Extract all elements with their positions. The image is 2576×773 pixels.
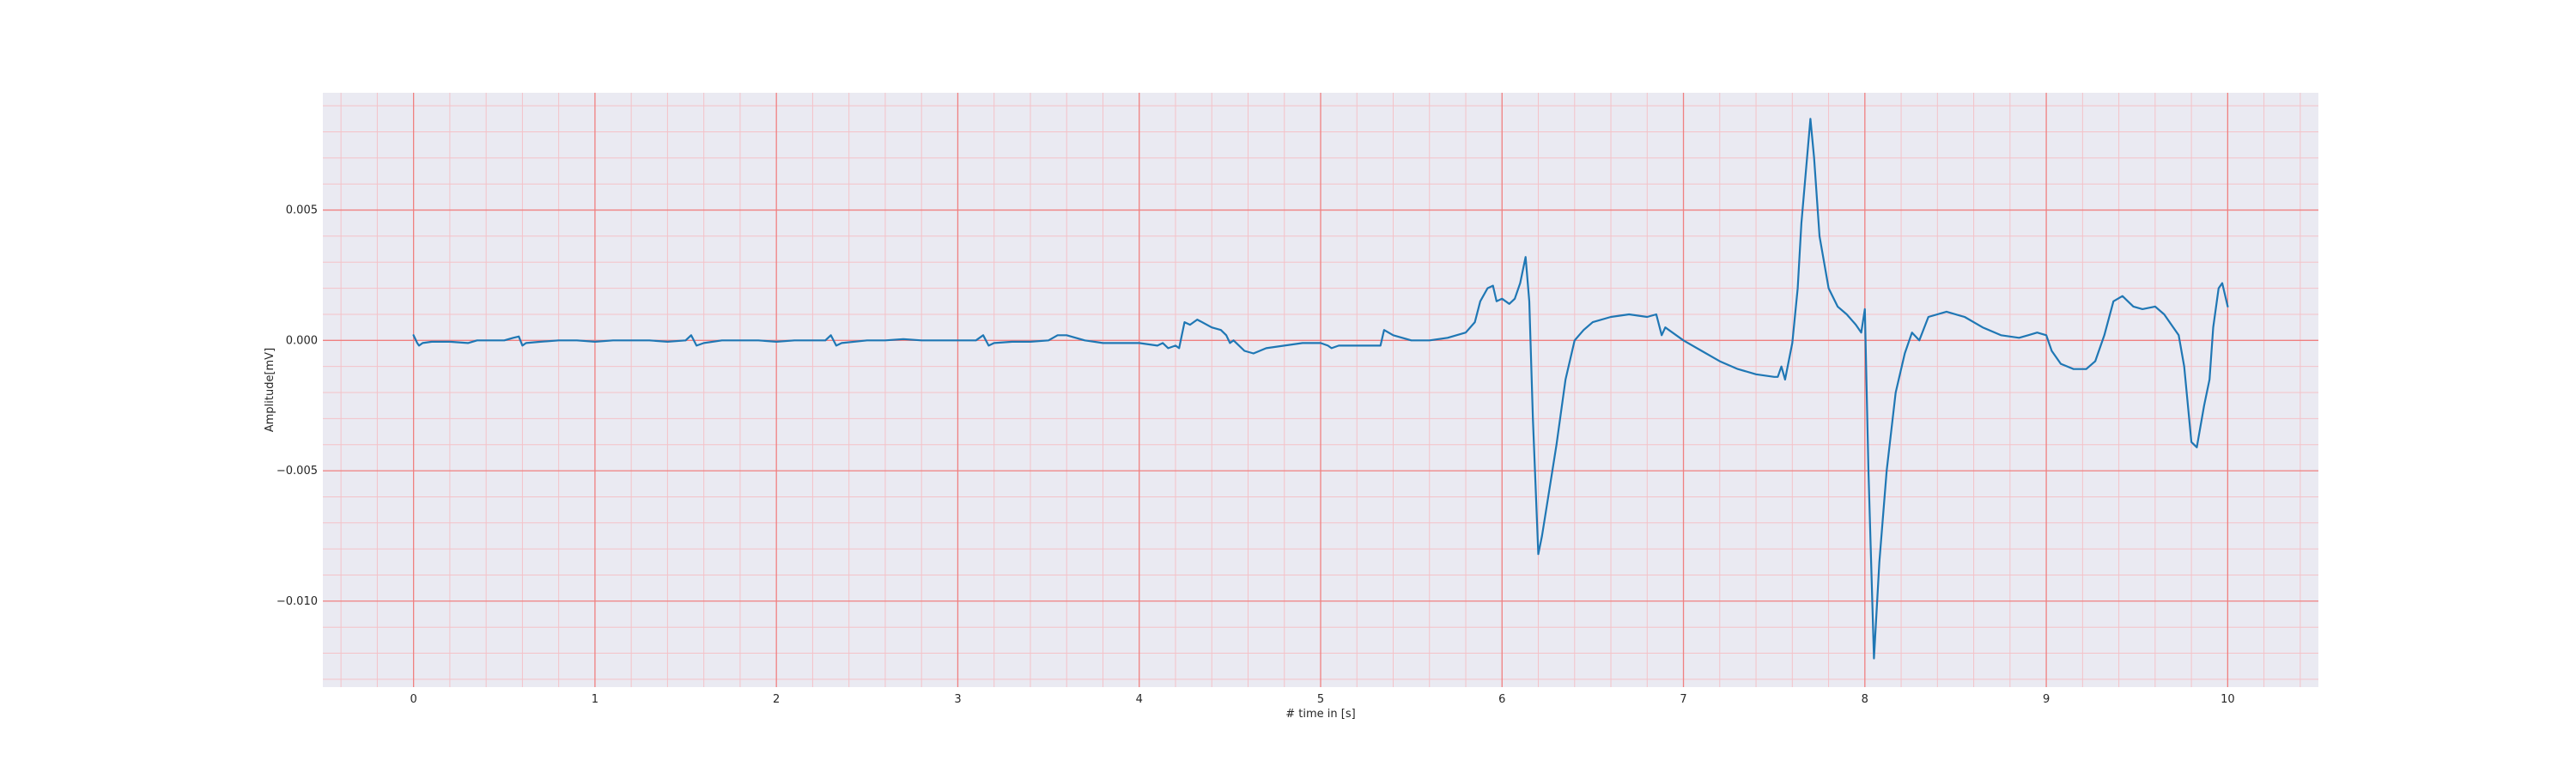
- y-tick-label: −0.010: [276, 595, 318, 608]
- x-axis-label: # time in [s]: [1285, 708, 1355, 721]
- x-tick-label: 6: [1498, 693, 1505, 706]
- x-tick-label: 4: [1136, 693, 1143, 706]
- x-tick-label: 9: [2043, 693, 2050, 706]
- x-tick-label: 10: [2221, 693, 2235, 706]
- series-line: [412, 118, 2229, 660]
- y-tick-label: 0.005: [286, 204, 318, 217]
- series-group: [412, 118, 2229, 660]
- x-tick-labels: 0 1 2 3 4 5 6 7 8 9 10: [410, 693, 2234, 706]
- x-tick-label: 3: [954, 693, 961, 706]
- y-tick-labels: 0.005 0.000 −0.005 −0.010: [276, 204, 318, 608]
- y-tick-label: 0.000: [286, 334, 318, 347]
- x-tick-label: 0: [410, 693, 416, 706]
- y-tick-label: −0.005: [276, 465, 318, 478]
- y-axis-label: Amplitude[mV]: [264, 348, 276, 432]
- x-tick-label: 1: [592, 693, 598, 706]
- x-tick-label: 2: [773, 693, 780, 706]
- x-tick-label: 8: [1862, 693, 1868, 706]
- x-tick-label: 5: [1317, 693, 1324, 706]
- x-tick-label: 7: [1680, 693, 1686, 706]
